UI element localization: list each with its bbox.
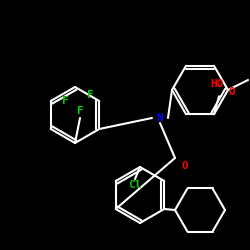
Text: O: O [228, 87, 235, 97]
Text: HO: HO [210, 79, 224, 89]
Text: Cl: Cl [128, 180, 142, 190]
Text: F: F [76, 106, 84, 116]
Text: N: N [156, 113, 164, 123]
Text: F: F [62, 96, 68, 106]
Text: O: O [182, 161, 188, 171]
Text: F: F [87, 90, 94, 100]
